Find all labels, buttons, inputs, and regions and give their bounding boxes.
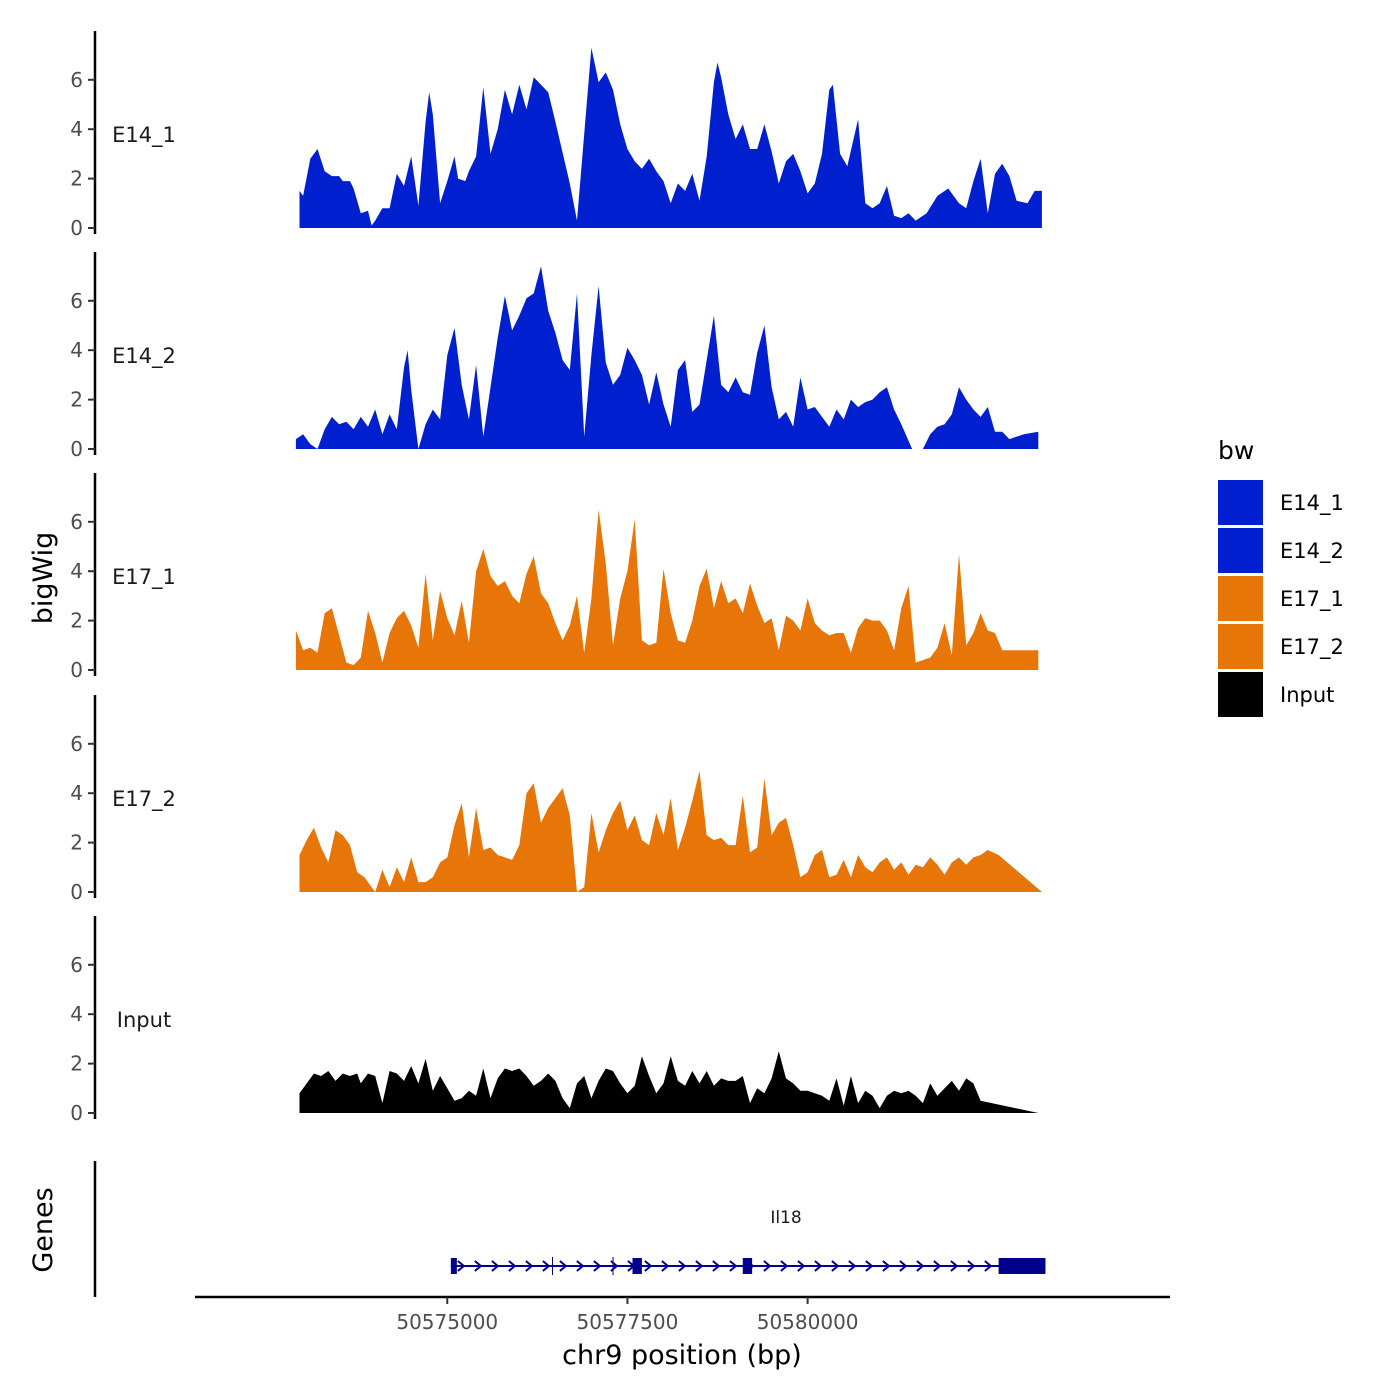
strand-arrow <box>780 1260 789 1272</box>
signal-area-E14_2 <box>295 266 1039 449</box>
strand-arrow <box>967 1260 976 1272</box>
y-tick-label: 0 <box>70 437 83 461</box>
y-axis-title: bigWig <box>28 532 59 625</box>
exon <box>998 1258 1046 1274</box>
strand-arrow <box>831 1260 840 1272</box>
strand-arrow <box>984 1260 993 1272</box>
strand-arrow <box>933 1260 942 1272</box>
y-tick-label: 6 <box>70 510 83 534</box>
strand-arrow <box>712 1260 721 1272</box>
legend-label: E17_2 <box>1280 635 1344 660</box>
x-tick-label: 50575000 <box>396 1310 498 1334</box>
legend-swatch <box>1218 576 1263 621</box>
strand-arrow <box>950 1260 959 1272</box>
strand-arrow <box>729 1260 738 1272</box>
legend-swatch <box>1218 480 1263 525</box>
legend-item-Input: Input <box>1218 672 1334 717</box>
y-tick-label: 2 <box>70 388 83 412</box>
strand-arrow <box>508 1260 517 1272</box>
y-tick-label: 4 <box>70 781 83 805</box>
y-tick-label: 6 <box>70 289 83 313</box>
strand-arrow <box>661 1260 670 1272</box>
y-tick-label: 2 <box>70 609 83 633</box>
legend-item-E17_2: E17_2 <box>1218 624 1344 669</box>
strand-arrow <box>576 1260 585 1272</box>
y-tick-label: 2 <box>70 831 83 855</box>
legend-item-E17_1: E17_1 <box>1218 576 1344 621</box>
strand-arrow <box>848 1260 857 1272</box>
legend-swatch <box>1218 672 1263 717</box>
track-E17_1: 0 2 4 6 E17_1 <box>70 473 1039 682</box>
y-tick-label: 4 <box>70 117 83 141</box>
track-label: E17_1 <box>112 565 176 590</box>
signal-area-Input <box>299 1051 1039 1113</box>
legend-label: E17_1 <box>1280 587 1344 612</box>
signal-area-E17_1 <box>295 509 1039 670</box>
y-tick-label: 4 <box>70 559 83 583</box>
genes-axis-title: Genes <box>28 1187 59 1272</box>
strand-arrow <box>491 1260 500 1272</box>
strand-arrow <box>865 1260 874 1272</box>
legend-item-E14_1: E14_1 <box>1218 480 1344 525</box>
y-tick-label: 6 <box>70 953 83 977</box>
y-tick-label: 0 <box>70 658 83 682</box>
strand-arrow <box>542 1260 551 1272</box>
strand-arrow <box>797 1260 806 1272</box>
y-tick-label: 0 <box>70 216 83 240</box>
y-tick-label: 4 <box>70 338 83 362</box>
exon <box>742 1258 753 1274</box>
legend-label: E14_2 <box>1280 539 1344 564</box>
y-tick-label: 4 <box>70 1002 83 1026</box>
strand-arrow <box>457 1260 466 1272</box>
strand-arrow <box>593 1260 602 1272</box>
strand-arrow <box>525 1260 534 1272</box>
y-tick-label: 0 <box>70 880 83 904</box>
track-label: E14_2 <box>112 344 176 369</box>
y-tick-label: 6 <box>70 732 83 756</box>
strand-arrow <box>899 1260 908 1272</box>
track-Input: 0 2 4 6 Input <box>70 916 1039 1125</box>
y-tick-label: 6 <box>70 68 83 92</box>
exon <box>632 1258 642 1274</box>
strand-arrow <box>814 1260 823 1272</box>
strand-arrow <box>644 1260 653 1272</box>
track-label: Input <box>117 1008 171 1032</box>
track-E14_1: 0 2 4 6 E14_1 <box>70 31 1042 240</box>
legend-label: Input <box>1280 683 1334 707</box>
gene-label: Il18 <box>770 1208 801 1228</box>
strand-arrow <box>882 1260 891 1272</box>
strand-arrow <box>916 1260 925 1272</box>
y-tick-label: 0 <box>70 1101 83 1125</box>
signal-area-E17_2 <box>299 771 1042 892</box>
strand-arrow <box>763 1260 772 1272</box>
track-E17_2: 0 2 4 6 E17_2 <box>70 695 1042 904</box>
x-axis: 50575000 50577500 50580000 <box>195 1295 1170 1334</box>
track-panels: 0 2 4 6 E14_1 0 2 4 6 E14_2 0 2 4 6 E17_1 0 2 4 6 E17_2 0 2 4 6… <box>70 31 1042 1125</box>
legend-label: E14_1 <box>1280 491 1344 516</box>
legend-swatch <box>1218 624 1263 669</box>
strand-arrow <box>695 1260 704 1272</box>
track-E14_2: 0 2 4 6 E14_2 <box>70 252 1039 461</box>
signal-area-E14_1 <box>299 47 1042 229</box>
genes-panel: Il18 <box>93 1161 1046 1297</box>
track-label: E17_2 <box>112 787 176 812</box>
exon <box>450 1258 457 1274</box>
x-tick-label: 50580000 <box>757 1310 859 1334</box>
y-tick-label: 2 <box>70 167 83 191</box>
legend: bw E14_1 E14_2 E17_1 E17_2 Input <box>1218 436 1344 717</box>
legend-item-E14_2: E14_2 <box>1218 528 1344 573</box>
legend-swatch <box>1218 528 1263 573</box>
legend-title: bw <box>1218 436 1254 465</box>
x-axis-title: chr9 position (bp) <box>562 1340 802 1371</box>
strand-arrow <box>559 1260 568 1272</box>
strand-arrow <box>474 1260 483 1272</box>
strand-arrow <box>678 1260 687 1272</box>
x-tick-label: 50577500 <box>577 1310 679 1334</box>
track-label: E14_1 <box>112 123 176 148</box>
y-tick-label: 2 <box>70 1052 83 1076</box>
